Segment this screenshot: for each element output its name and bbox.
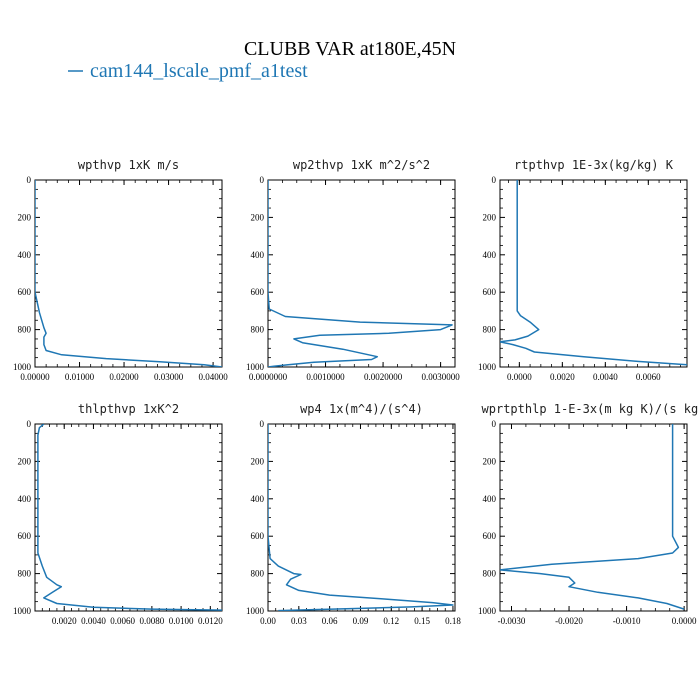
subplot-3: rtpthvp 1E-3x(kg/kg) K 0 200 400 600 800 1000 0…: [478, 158, 688, 382]
y-tick-label: 600: [18, 531, 32, 541]
legend-label: cam144_lscale_pmf_a1test: [90, 60, 308, 82]
x-tick-label: 0.0020000: [364, 372, 403, 382]
y-tick-label: 200: [483, 456, 497, 466]
y-tick-label: 0: [27, 419, 32, 429]
y-tick-label: 1000: [478, 362, 497, 372]
y-tick-label: 600: [251, 287, 265, 297]
y-tick-label: 400: [18, 250, 32, 260]
x-tick-label: 0.0040: [593, 372, 618, 382]
x-tick-label: 0.0010000: [306, 372, 345, 382]
legend: cam144_lscale_pmf_a1test: [68, 60, 308, 82]
x-tick-label: 0.0100: [169, 616, 194, 626]
x-tick-label: 0.00: [260, 616, 276, 626]
y-tick-label: 600: [483, 287, 497, 297]
y-tick-label: 800: [251, 569, 265, 579]
subplot-4: thlpthvp 1xK^2 0 200 400 600 800 1000 0.0020 0.0…: [13, 402, 223, 626]
x-tick-label: 0.0000: [672, 616, 697, 626]
y-tick-label: 0: [260, 175, 265, 185]
y-tick-label: 1000: [13, 606, 32, 616]
y-tick-label: 0: [492, 175, 497, 185]
y-tick-label: 400: [18, 494, 32, 504]
x-tick-label: 0.09: [353, 616, 369, 626]
x-tick-label: 0.02000: [109, 372, 139, 382]
subplot-title: wprtpthlp 1-E-3x(m kg K)/(s kg): [482, 402, 700, 416]
y-tick-label: 1000: [478, 606, 497, 616]
y-tick-label: 0: [492, 419, 497, 429]
x-tick-label: 0.01000: [65, 372, 95, 382]
x-tick-label: 0.15: [414, 616, 430, 626]
y-tick-label: 800: [483, 325, 497, 335]
subplot-title: wpthvp 1xK m/s: [78, 158, 179, 172]
subplot-2: wp2thvp 1xK m^2/s^2020040060080010000.00…: [246, 158, 460, 382]
x-tick-label: 0.0000000: [249, 372, 288, 382]
series-line: [35, 180, 222, 367]
subplot-title: wp2thvp 1xK m^2/s^2: [293, 158, 430, 172]
y-tick-label: 600: [483, 531, 497, 541]
plot-frame: [267, 423, 456, 612]
series-line: [500, 424, 685, 610]
subplot-1: wpthvp 1xK m/s 0 200 400 600 800 10000.00000 0.…: [13, 158, 228, 382]
series-line: [268, 180, 453, 367]
y-tick-label: 1000: [13, 362, 32, 372]
x-tick-label: 0.00000: [20, 372, 50, 382]
subplot-5: wp4 1x(m^4)/(s^4) 0 200 400 600 800 10000.00 0.…: [246, 402, 461, 626]
x-tick-label: -0.0020: [555, 616, 583, 626]
y-tick-label: 0: [27, 175, 32, 185]
x-tick-label: -0.0010: [613, 616, 641, 626]
x-tick-label: 0.03: [291, 616, 307, 626]
y-tick-label: 800: [18, 569, 32, 579]
x-tick-label: 0.18: [445, 616, 461, 626]
y-tick-label: 400: [251, 250, 265, 260]
y-tick-label: 800: [251, 325, 265, 335]
x-tick-label: 0.0120: [198, 616, 223, 626]
y-tick-label: 200: [251, 456, 265, 466]
y-tick-label: 0: [260, 419, 265, 429]
y-tick-label: 800: [483, 569, 497, 579]
x-tick-label: 0.06: [322, 616, 338, 626]
subplot-title: thlpthvp 1xK^2: [78, 402, 179, 416]
x-tick-label: 0.0040: [81, 616, 106, 626]
y-tick-label: 600: [18, 287, 32, 297]
subplot-title: rtpthvp 1E-3x(kg/kg) K: [514, 158, 674, 172]
plot-frame: [34, 179, 223, 368]
x-tick-label: 0.0060: [636, 372, 661, 382]
y-tick-label: 400: [483, 250, 497, 260]
plot-frame: [499, 179, 688, 368]
x-tick-label: 0.0080: [140, 616, 165, 626]
y-tick-label: 200: [18, 212, 32, 222]
y-tick-label: 600: [251, 531, 265, 541]
y-tick-label: 400: [483, 494, 497, 504]
y-tick-label: 200: [483, 212, 497, 222]
x-tick-label: 0.03000: [154, 372, 184, 382]
y-tick-label: 200: [18, 456, 32, 466]
x-tick-label: 0.0020: [52, 616, 77, 626]
y-tick-label: 200: [251, 212, 265, 222]
y-tick-label: 1000: [246, 362, 265, 372]
figure-title: CLUBB VAR at180E,45N: [244, 38, 456, 60]
x-tick-label: 0.04000: [198, 372, 228, 382]
subplot-title: wp4 1x(m^4)/(s^4): [300, 402, 423, 416]
x-tick-label: 0.0020: [550, 372, 575, 382]
subplot-6: wprtpthlp 1-E-3x(m kg K)/(s kg) 0 200 400 60…: [478, 402, 700, 626]
series-line: [500, 180, 687, 366]
plot-frame: [34, 423, 223, 612]
x-tick-label: 0.0000: [507, 372, 532, 382]
series-line: [268, 424, 454, 611]
x-tick-label: 0.12: [383, 616, 399, 626]
x-tick-label: 0.0030000: [421, 372, 460, 382]
y-tick-label: 800: [18, 325, 32, 335]
y-tick-label: 1000: [246, 606, 265, 616]
x-tick-label: -0.0030: [498, 616, 526, 626]
plot-frame: [499, 423, 688, 612]
y-tick-label: 400: [251, 494, 265, 504]
series-line: [37, 424, 222, 611]
x-tick-label: 0.0060: [110, 616, 135, 626]
